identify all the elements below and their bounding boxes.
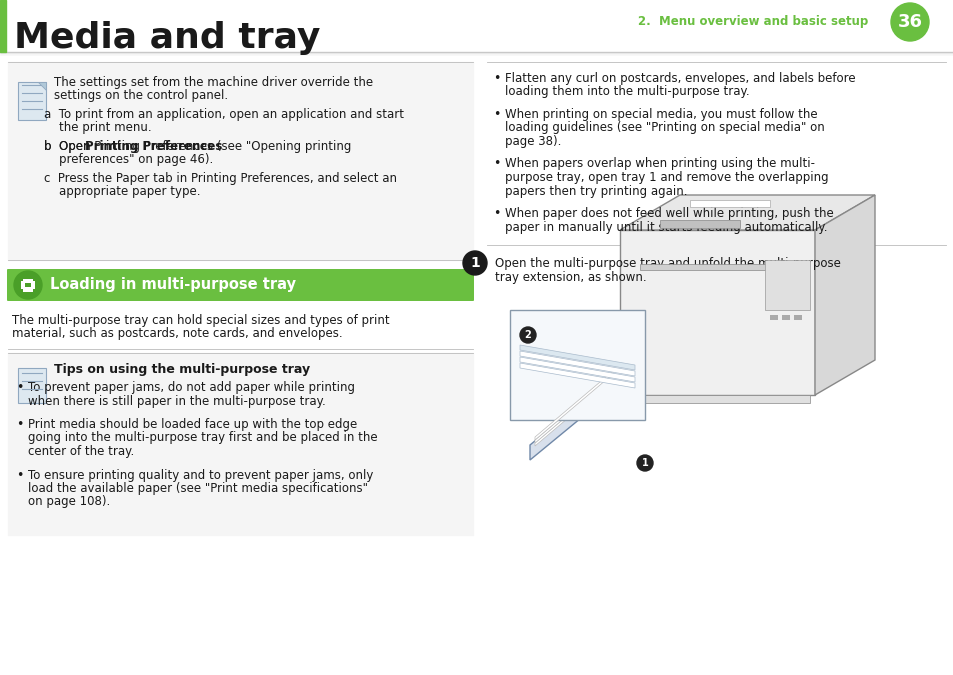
- Bar: [23, 279, 33, 284]
- Text: The multi-purpose tray can hold special sizes and types of print: The multi-purpose tray can hold special …: [12, 314, 389, 327]
- Bar: [769, 315, 778, 320]
- Bar: [25, 283, 30, 287]
- Text: •: •: [493, 207, 500, 220]
- Text: 2: 2: [524, 330, 531, 340]
- Bar: [21, 281, 35, 289]
- Text: c  Press the Paper tab in Printing Preferences, and select an: c Press the Paper tab in Printing Prefer…: [44, 172, 396, 185]
- Text: 1: 1: [641, 458, 648, 468]
- Text: 2.  Menu overview and basic setup: 2. Menu overview and basic setup: [638, 16, 867, 28]
- Text: a  To print from an application, open an application and start: a To print from an application, open an …: [44, 108, 403, 121]
- Bar: [0, 0, 6, 52]
- Text: 36: 36: [897, 13, 922, 31]
- Polygon shape: [814, 195, 874, 395]
- Circle shape: [637, 455, 652, 471]
- Text: loading them into the multi-purpose tray.: loading them into the multi-purpose tray…: [504, 86, 749, 99]
- Bar: [510, 310, 644, 420]
- Polygon shape: [530, 375, 615, 460]
- Circle shape: [14, 271, 42, 299]
- Text: the print menu.: the print menu.: [44, 122, 152, 134]
- Text: purpose tray, open tray 1 and remove the overlapping: purpose tray, open tray 1 and remove the…: [504, 171, 828, 184]
- Text: settings on the control panel.: settings on the control panel.: [54, 90, 228, 103]
- Bar: [8, 353, 473, 535]
- Bar: [764, 260, 809, 310]
- Text: tray extension, as shown.: tray extension, as shown.: [495, 271, 646, 284]
- Text: Printing Preferences: Printing Preferences: [85, 140, 222, 153]
- Circle shape: [462, 251, 486, 275]
- Text: When printing on special media, you must follow the: When printing on special media, you must…: [504, 108, 817, 121]
- Text: going into the multi-purpose tray first and be placed in the: going into the multi-purpose tray first …: [28, 431, 377, 445]
- Text: •: •: [493, 157, 500, 171]
- Text: preferences" on page 46).: preferences" on page 46).: [44, 153, 213, 167]
- Polygon shape: [519, 351, 635, 376]
- Text: Media and tray: Media and tray: [14, 21, 320, 55]
- Text: when there is still paper in the multi-purpose tray.: when there is still paper in the multi-p…: [28, 394, 325, 408]
- Text: Loading in multi-purpose tray: Loading in multi-purpose tray: [50, 277, 295, 292]
- Circle shape: [519, 327, 536, 343]
- Text: Tips on using the multi-purpose tray: Tips on using the multi-purpose tray: [54, 363, 310, 376]
- Bar: [659, 220, 740, 228]
- Bar: [18, 82, 46, 120]
- Bar: [619, 230, 814, 395]
- Text: Print media should be loaded face up with the top edge: Print media should be loaded face up wit…: [28, 418, 356, 431]
- Text: on page 108).: on page 108).: [28, 495, 111, 508]
- Bar: [18, 368, 46, 403]
- Polygon shape: [519, 357, 635, 382]
- Text: •: •: [493, 72, 500, 85]
- Text: •: •: [16, 381, 24, 394]
- Text: •: •: [493, 108, 500, 121]
- Text: When papers overlap when printing using the multi-: When papers overlap when printing using …: [504, 157, 814, 171]
- Text: Open the multi-purpose tray and unfold the multi-purpose: Open the multi-purpose tray and unfold t…: [495, 257, 840, 270]
- Text: •: •: [16, 468, 24, 481]
- Text: •: •: [16, 418, 24, 431]
- Polygon shape: [38, 82, 46, 90]
- Polygon shape: [519, 363, 635, 388]
- Text: loading guidelines (see "Printing on special media" on: loading guidelines (see "Printing on spe…: [504, 122, 824, 134]
- Bar: [793, 315, 801, 320]
- Text: appropriate paper type.: appropriate paper type.: [44, 186, 200, 198]
- Text: When paper does not feed well while printing, push the: When paper does not feed well while prin…: [504, 207, 833, 220]
- Bar: [639, 264, 794, 270]
- Text: To prevent paper jams, do not add paper while printing: To prevent paper jams, do not add paper …: [28, 381, 355, 394]
- Bar: [23, 287, 33, 292]
- Text: center of the tray.: center of the tray.: [28, 445, 134, 458]
- Text: paper in manually until it starts feeding automatically.: paper in manually until it starts feedin…: [504, 221, 826, 234]
- FancyBboxPatch shape: [7, 269, 474, 301]
- Text: The settings set from the machine driver override the: The settings set from the machine driver…: [54, 76, 373, 89]
- Polygon shape: [619, 195, 874, 230]
- Polygon shape: [519, 345, 635, 370]
- Text: load the available paper (see "Print media specifications": load the available paper (see "Print med…: [28, 482, 368, 495]
- Text: To ensure printing quality and to prevent paper jams, only: To ensure printing quality and to preven…: [28, 468, 373, 481]
- Bar: [8, 62, 473, 260]
- Text: b  Open Printing Preferences (see "Opening printing: b Open Printing Preferences (see "Openin…: [44, 140, 351, 153]
- Polygon shape: [535, 377, 613, 446]
- Bar: [781, 315, 789, 320]
- Text: material, such as postcards, note cards, and envelopes.: material, such as postcards, note cards,…: [12, 327, 342, 340]
- Polygon shape: [689, 200, 769, 207]
- Text: papers then try printing again.: papers then try printing again.: [504, 184, 687, 198]
- Text: page 38).: page 38).: [504, 135, 560, 148]
- Polygon shape: [535, 371, 613, 440]
- Text: Flatten any curl on postcards, envelopes, and labels before: Flatten any curl on postcards, envelopes…: [504, 72, 855, 85]
- Text: b  Open: b Open: [44, 140, 94, 153]
- Circle shape: [890, 3, 928, 41]
- Polygon shape: [535, 374, 613, 443]
- Text: 1: 1: [470, 256, 479, 270]
- Bar: [624, 395, 809, 403]
